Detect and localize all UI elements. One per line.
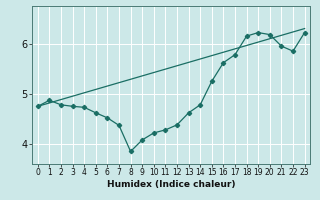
X-axis label: Humidex (Indice chaleur): Humidex (Indice chaleur): [107, 180, 236, 189]
